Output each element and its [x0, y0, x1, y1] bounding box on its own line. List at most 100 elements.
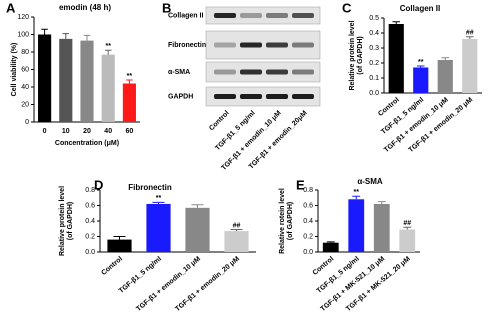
- y-axis-label: Cell viability (%): [11, 43, 18, 97]
- panel-label: C: [342, 0, 352, 15]
- blot-band: [266, 69, 288, 75]
- error-bar: [392, 21, 401, 24]
- y-tick-label: 0.6: [303, 202, 313, 209]
- error-bar: [152, 201, 165, 204]
- y-axis-label: Relative rotein level: [279, 188, 286, 254]
- blot-strip: [205, 86, 321, 107]
- blot-strip: [205, 61, 321, 83]
- y-tick-label: 60: [21, 66, 29, 73]
- error-bar: [113, 236, 126, 240]
- y-tick-label: 20: [21, 101, 29, 108]
- panel-label: D: [94, 177, 103, 192]
- y-axis-label: (of GAPDH): [67, 202, 74, 241]
- blot-band: [240, 69, 262, 75]
- y-tick-label: 0.0: [303, 249, 313, 256]
- x-tick-label: 40: [104, 128, 112, 135]
- y-tick-label: 0.2: [85, 233, 95, 240]
- x-tick-label: 0: [43, 128, 47, 135]
- y-tick-label: 40: [21, 84, 29, 91]
- error-bar: [41, 28, 48, 35]
- significance: **: [105, 43, 111, 50]
- y-tick-label: 0: [25, 119, 29, 126]
- blot-band: [240, 94, 262, 99]
- bar: [437, 60, 453, 93]
- blot-row-label: Fibronectin: [168, 42, 206, 49]
- y-tick-label: 0.8: [85, 187, 95, 194]
- error-bar: [352, 195, 361, 200]
- blot-band: [214, 69, 236, 75]
- y-tick-label: 0.0: [369, 90, 379, 97]
- bar: [107, 239, 132, 252]
- blot-band: [240, 42, 262, 48]
- blot-band: [214, 13, 236, 18]
- blot-band: [292, 13, 314, 18]
- blot-row-label: GAPDH: [168, 93, 193, 100]
- blot-band: [214, 42, 236, 48]
- y-tick-label: 0.3: [369, 45, 379, 52]
- y-tick-label: 0.2: [369, 60, 379, 67]
- blot-band: [266, 94, 288, 99]
- error-bar: [441, 57, 450, 60]
- bar: [322, 242, 339, 252]
- bar: [59, 38, 73, 122]
- blot-strip: [205, 6, 321, 25]
- bar: [388, 24, 404, 93]
- error-bar: [326, 241, 335, 243]
- x-tick-label: 20: [83, 128, 91, 135]
- chart-title: emodin (48 h): [59, 3, 111, 12]
- blot-band: [292, 94, 314, 99]
- y-axis-label: (of GAPDH): [287, 202, 294, 241]
- y-tick-label: 0.8: [303, 187, 313, 194]
- y-tick-label: 0.4: [85, 218, 95, 225]
- y-tick-label: 0.4: [303, 218, 313, 225]
- blot-column-label: Control: [208, 110, 231, 133]
- blot-row-label: α-SMA: [168, 69, 190, 76]
- panel-label: A: [6, 0, 16, 15]
- bar: [348, 199, 365, 252]
- blot-band: [292, 42, 314, 48]
- y-axis-label: Relative protein level: [349, 20, 356, 90]
- error-bar: [377, 201, 386, 204]
- y-tick-label: 80: [21, 49, 29, 56]
- y-tick-label: 0.5: [369, 15, 379, 22]
- x-tick-label: TGF-β1_5 ng/ml: [380, 97, 425, 136]
- bar: [101, 54, 115, 122]
- significance: **: [418, 59, 424, 66]
- error-bar: [465, 36, 474, 39]
- y-tick-label: 0.6: [85, 202, 95, 209]
- error-bar: [191, 204, 204, 208]
- blot-row-label: Collagen II: [168, 12, 203, 19]
- blot-band: [240, 13, 262, 18]
- bar: [373, 203, 390, 252]
- x-tick-label: TGF-β1 + emodin_10 μM: [135, 255, 202, 313]
- chart-title: Fibronectin: [128, 183, 172, 192]
- y-axis-label: Relative protein level: [59, 186, 66, 256]
- bar: [399, 229, 416, 252]
- blot-band: [266, 13, 288, 18]
- x-tick-label: TGF-β1 + emodin_20 μM: [174, 255, 241, 313]
- panel-label: B: [162, 0, 171, 15]
- significance: ##: [466, 30, 474, 37]
- y-tick-label: 120: [17, 14, 29, 21]
- x-tick-label: 60: [126, 128, 134, 135]
- x-tick-label: Control: [377, 97, 401, 118]
- y-tick-label: 100: [17, 31, 29, 38]
- error-bar: [416, 65, 425, 68]
- x-tick-label: 10: [62, 128, 70, 135]
- bar: [224, 231, 249, 252]
- bar: [185, 207, 210, 252]
- x-axis-label: Concentration (μM): [55, 140, 119, 147]
- significance: **: [354, 189, 360, 196]
- blot-band: [214, 94, 236, 99]
- x-tick-label: Control: [100, 256, 124, 277]
- x-tick-label: Control: [312, 256, 336, 277]
- error-bar: [230, 229, 243, 232]
- bar: [413, 67, 429, 93]
- significance: ##: [233, 222, 241, 229]
- significance: **: [156, 195, 162, 202]
- blot-band: [292, 69, 314, 75]
- error-bar: [104, 49, 112, 55]
- panel-label: E: [296, 177, 305, 192]
